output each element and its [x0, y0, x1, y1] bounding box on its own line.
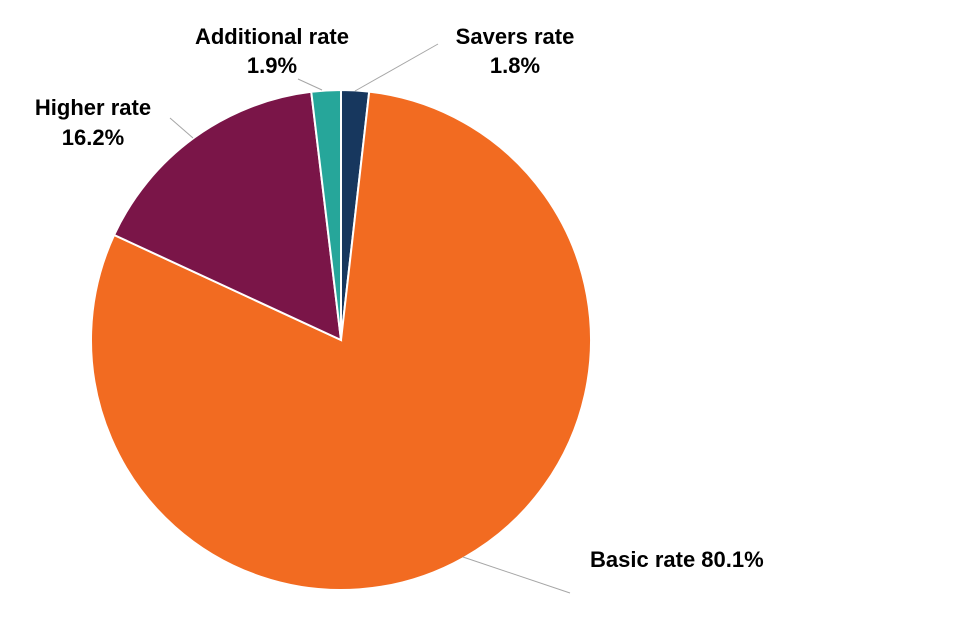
- slices-layer: [90, 88, 592, 591]
- slice-name-label: Higher rate: [35, 95, 151, 120]
- leader-line-additional-rate: [297, 78, 323, 91]
- slice-label-additional-rate: Additional rate 1.9%: [195, 24, 349, 78]
- slice-value-label: 1.9%: [247, 53, 297, 78]
- leader-line-savers-rate: [354, 43, 439, 92]
- slice-label-higher-rate: Higher rate 16.2%: [35, 95, 151, 150]
- pie-slice-higher-rate: [112, 90, 343, 342]
- slice-value-label: 16.2%: [62, 125, 124, 150]
- leader-lines-layer: [169, 43, 571, 594]
- leader-line-basic-rate: [462, 556, 571, 594]
- labels-layer: Savers rate 1.8% Basic rate 80.1% Higher ra…: [35, 24, 764, 572]
- slice-name-label: Basic rate: [590, 547, 695, 572]
- slice-name-label: Additional rate: [195, 24, 349, 49]
- slice-label-savers-rate: Savers rate 1.8%: [456, 24, 575, 78]
- slice-label-basic-rate: Basic rate 80.1%: [590, 547, 764, 572]
- pie-slice-additional-rate: [310, 88, 342, 341]
- slice-name-label: Savers rate: [456, 24, 575, 49]
- leader-line-higher-rate: [169, 117, 194, 139]
- slice-value-label: 1.8%: [490, 53, 540, 78]
- slice-value-label: 80.1%: [695, 547, 764, 572]
